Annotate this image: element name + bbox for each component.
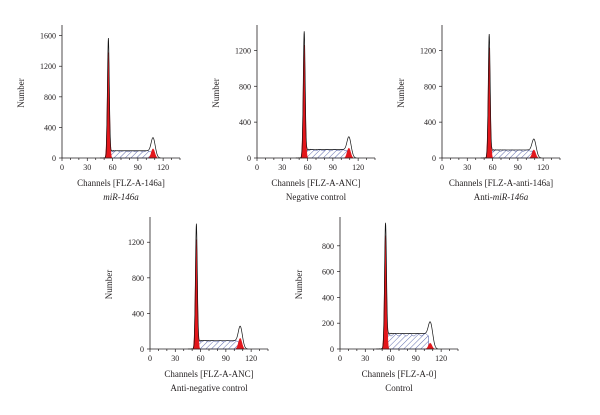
histogram-outline — [376, 222, 438, 350]
panel-caption: Negative control — [286, 192, 347, 202]
s-phase-area — [386, 333, 429, 350]
y-tick-label: 1200 — [420, 46, 436, 55]
x-tick-label: 90 — [222, 354, 230, 363]
x-tick-label: 0 — [255, 163, 259, 172]
panel-caption-prefix: Anti- — [474, 192, 493, 202]
y-axis-label: Number — [16, 78, 26, 108]
y-tick-label: 0 — [330, 345, 334, 354]
x-axis-label: Channels [FLZ-A-ANC] — [164, 369, 253, 379]
x-tick-label: 60 — [304, 163, 312, 172]
x-tick-label: 120 — [537, 163, 549, 172]
g2-peak-area — [235, 338, 245, 350]
y-axis-label: Number — [211, 78, 221, 108]
x-axis-label: Channels [FLZ-A-anti-146a] — [449, 178, 553, 188]
y-tick-label: 1200 — [128, 238, 144, 247]
x-tick-label: 60 — [489, 163, 497, 172]
y-tick-label: 400 — [44, 123, 56, 132]
x-tick-label: 120 — [352, 163, 364, 172]
histogram-outline — [99, 38, 161, 159]
histogram-panel-4: 0 400 800 1200 0 30 60 90 120 Number Channels [FLZ… — [104, 217, 269, 393]
x-axis-label: Channels [FLZ-A-0] — [362, 369, 437, 379]
y-tick-label: 800 — [132, 274, 144, 283]
s-phase-area — [305, 149, 348, 159]
panel-caption-text: miR-146a — [493, 192, 529, 202]
panel-caption-text: Anti-negative control — [170, 383, 248, 393]
y-tick-label: 0 — [52, 154, 56, 163]
x-tick-label: 90 — [514, 163, 522, 172]
x-tick-label: 90 — [134, 163, 142, 172]
panel-caption: Control — [385, 383, 413, 393]
y-tick-label: 400 — [132, 309, 144, 318]
y-tick-label: 0 — [247, 154, 251, 163]
y-tick-label: 400 — [322, 293, 334, 302]
s-phase-area — [197, 340, 239, 350]
histogram-outline — [295, 31, 357, 159]
g2-peak-area — [425, 342, 435, 350]
x-tick-label: 30 — [463, 163, 471, 172]
s-phase-area — [109, 150, 152, 159]
x-tick-label: 0 — [60, 163, 64, 172]
y-axis-label: Number — [104, 270, 114, 300]
x-tick-label: 90 — [412, 354, 420, 363]
y-tick-label: 1600 — [40, 32, 56, 41]
x-tick-label: 30 — [83, 163, 91, 172]
panel-caption-text: Negative control — [286, 192, 347, 202]
panel-caption: Anti-miR-146a — [474, 192, 529, 202]
y-tick-label: 800 — [424, 82, 436, 91]
y-tick-label: 400 — [239, 118, 251, 127]
histogram-outline — [187, 223, 248, 350]
histogram-outline — [480, 34, 542, 159]
histogram-panel-5: 0 200 400 600 800 0 30 60 90 120 Number Channels [F… — [294, 217, 459, 393]
x-tick-label: 60 — [109, 163, 117, 172]
x-tick-label: 30 — [278, 163, 286, 172]
y-tick-label: 0 — [432, 154, 436, 163]
y-tick-label: 200 — [322, 319, 334, 328]
y-tick-label: 800 — [44, 93, 56, 102]
x-axis-label: Channels [FLZ-A-ANC] — [271, 178, 360, 188]
x-axis-label: Channels [FLZ-A-146a] — [77, 178, 165, 188]
y-tick-label: 400 — [424, 118, 436, 127]
x-tick-label: 120 — [245, 354, 257, 363]
x-tick-label: 0 — [148, 354, 152, 363]
s-phase-area — [490, 149, 533, 159]
g2-peak-area — [148, 148, 158, 159]
panel-caption-text: miR-146a — [103, 192, 139, 202]
panel-caption: miR-146a — [103, 192, 139, 202]
y-tick-label: 800 — [239, 82, 251, 91]
x-tick-label: 0 — [338, 354, 342, 363]
x-tick-label: 90 — [329, 163, 337, 172]
y-tick-label: 800 — [322, 242, 334, 251]
y-tick-label: 1200 — [235, 46, 251, 55]
y-tick-label: 600 — [322, 268, 334, 277]
g2-peak-area — [529, 149, 539, 159]
x-tick-label: 30 — [361, 354, 369, 363]
x-tick-label: 60 — [197, 354, 205, 363]
x-tick-label: 0 — [440, 163, 444, 172]
x-tick-label: 30 — [171, 354, 179, 363]
panel-caption-text: Control — [385, 383, 413, 393]
g2-peak-area — [344, 147, 354, 159]
histogram-panel-2: 0 400 800 1200 0 30 60 90 120 Number Channels [FLZ… — [211, 25, 376, 202]
histogram-panel-1: 0 400 800 1200 1600 0 30 60 90 120 Number Channels … — [16, 25, 181, 202]
x-tick-label: 60 — [387, 354, 395, 363]
y-tick-label: 0 — [140, 345, 144, 354]
x-tick-label: 120 — [435, 354, 447, 363]
y-axis-label: Number — [396, 78, 406, 108]
x-tick-label: 120 — [157, 163, 169, 172]
histogram-panel-3: 0 400 800 1200 0 30 60 90 120 Number Channels [FLZ… — [396, 25, 561, 202]
y-axis-label: Number — [294, 270, 304, 300]
y-tick-label: 1200 — [40, 62, 56, 71]
panel-caption: Anti-negative control — [170, 383, 248, 393]
